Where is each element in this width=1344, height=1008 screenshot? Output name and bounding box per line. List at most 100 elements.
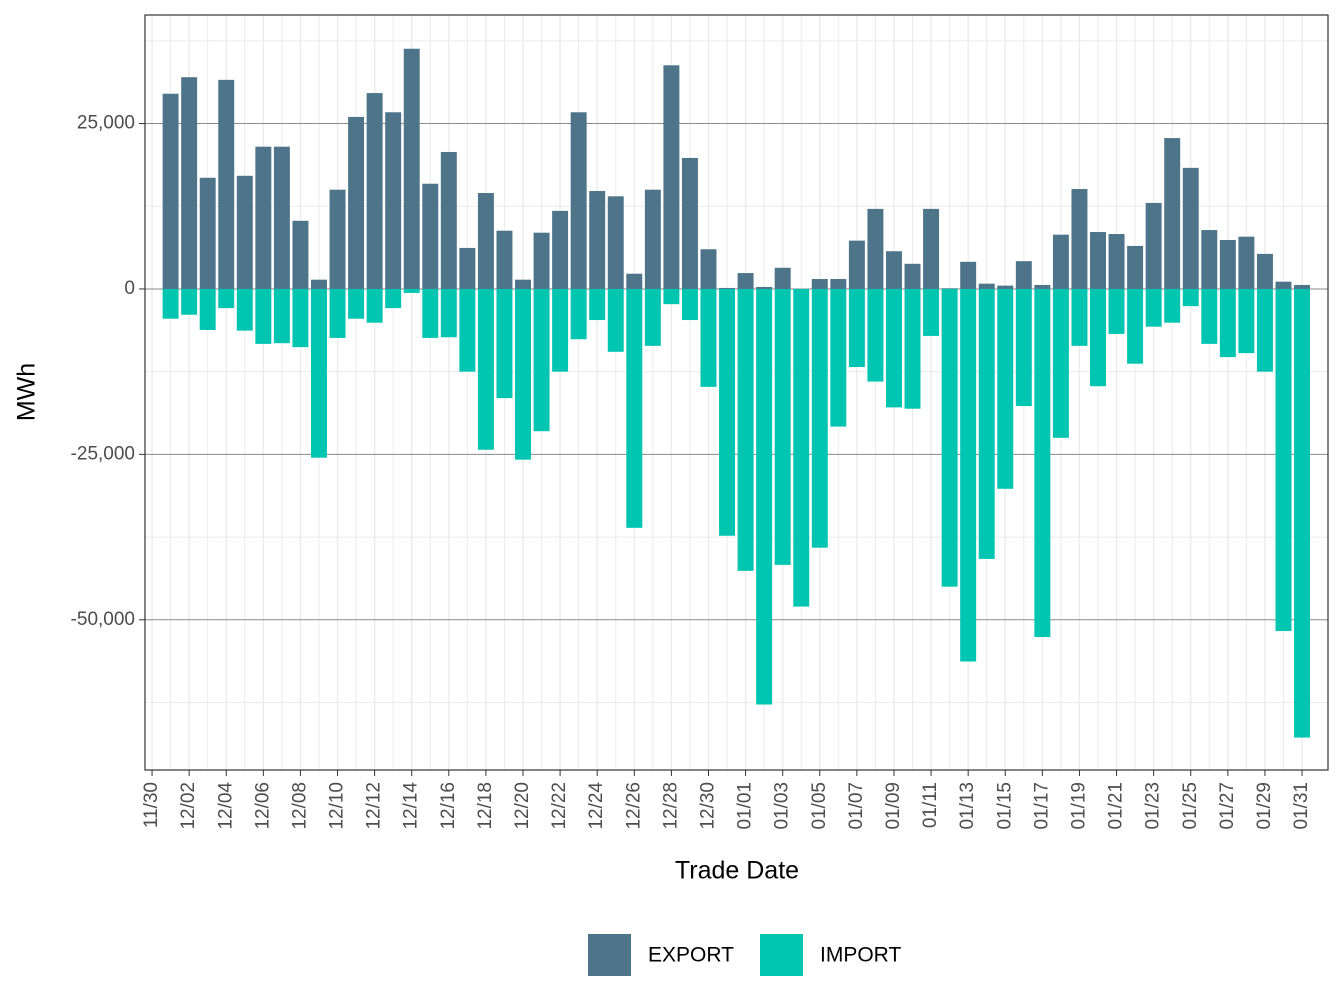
bar (311, 279, 327, 289)
x-tick-label: 01/09 (883, 782, 904, 830)
x-tick-label: 12/22 (549, 782, 570, 830)
bar (515, 279, 531, 289)
bar (218, 288, 235, 309)
bar (700, 249, 717, 289)
bar (793, 288, 810, 607)
bar (941, 288, 958, 587)
bar (1052, 288, 1069, 438)
legend: EXPORT IMPORT (588, 934, 901, 976)
bar (1034, 288, 1051, 637)
x-tick-label: 01/31 (1291, 782, 1312, 830)
bar (1294, 288, 1311, 738)
bar (589, 191, 606, 289)
bar (960, 261, 977, 289)
x-tick-label: 12/14 (401, 782, 422, 830)
x-tick-label: 12/06 (252, 782, 273, 830)
bar (978, 283, 995, 289)
y-axis-title: MWh (13, 363, 41, 421)
bar (440, 288, 457, 338)
x-tick-label: 01/19 (1068, 782, 1089, 830)
bar (552, 288, 569, 372)
bar (997, 285, 1014, 289)
bar (885, 288, 902, 408)
x-tick-label: 12/04 (215, 782, 236, 830)
bar (366, 288, 383, 323)
bar (737, 288, 754, 571)
bars (162, 48, 1311, 738)
bar (477, 288, 494, 450)
bar (904, 263, 921, 289)
bar (867, 208, 884, 289)
bar (960, 288, 977, 662)
bar (273, 146, 290, 289)
bar (756, 288, 773, 705)
bar (1219, 239, 1236, 289)
legend-key (588, 934, 631, 976)
bar (1090, 288, 1106, 387)
bar (311, 288, 327, 458)
bar (774, 267, 791, 289)
x-tick-label: 01/21 (1106, 782, 1127, 830)
bar (533, 288, 550, 432)
x-tick-label: 01/03 (772, 782, 793, 830)
bar (181, 288, 198, 315)
bar (756, 286, 773, 289)
bar (1034, 284, 1051, 289)
legend-label: IMPORT (820, 944, 901, 967)
bar (1275, 281, 1292, 289)
bar (1164, 138, 1181, 289)
bar (681, 157, 698, 289)
bar (1127, 288, 1144, 364)
bar (923, 288, 940, 336)
bar (1275, 288, 1292, 632)
x-axis-title: Trade Date (675, 857, 799, 885)
bar (273, 288, 290, 344)
x-tick-label: 12/24 (586, 782, 607, 830)
bar (941, 288, 958, 289)
panel-border (144, 14, 1329, 771)
bar (1145, 288, 1162, 327)
bar (199, 177, 216, 289)
bar (348, 116, 365, 289)
bar (607, 196, 624, 289)
bar (1182, 167, 1199, 289)
bar (496, 288, 513, 399)
bar (1164, 288, 1181, 323)
bar (978, 288, 995, 559)
x-tick-label: 12/10 (327, 782, 348, 830)
bar (1145, 202, 1162, 289)
x-tick-label: 12/20 (512, 782, 533, 830)
bar (1201, 288, 1218, 344)
bar (997, 288, 1014, 489)
bar (292, 220, 309, 289)
bar (923, 208, 940, 289)
bar (218, 79, 235, 289)
bar (589, 288, 606, 321)
x-tick-label: 11/30 (141, 782, 162, 828)
x-tick-label: 01/15 (994, 782, 1015, 830)
bar (385, 288, 402, 309)
bar (848, 288, 865, 368)
bar (1015, 288, 1032, 407)
bar (403, 48, 420, 289)
x-tick-label: 12/30 (698, 782, 719, 830)
legend-label: EXPORT (648, 944, 734, 967)
bar (570, 112, 587, 289)
x-tick-label: 01/25 (1180, 782, 1201, 830)
bar (1238, 288, 1255, 354)
bar (663, 288, 680, 305)
x-tick-label: 01/05 (809, 782, 830, 830)
bar (1256, 253, 1273, 289)
bar (1108, 288, 1125, 334)
legend-key (760, 934, 803, 976)
bar (440, 151, 457, 289)
bar (1090, 232, 1106, 289)
x-tick-label: 12/26 (623, 782, 644, 830)
bar (1108, 234, 1125, 289)
bar (626, 288, 643, 528)
bar (867, 288, 884, 382)
bar (885, 251, 902, 289)
y-tick-label: -50,000 (71, 609, 135, 630)
bar (459, 247, 476, 289)
bar (644, 189, 661, 289)
